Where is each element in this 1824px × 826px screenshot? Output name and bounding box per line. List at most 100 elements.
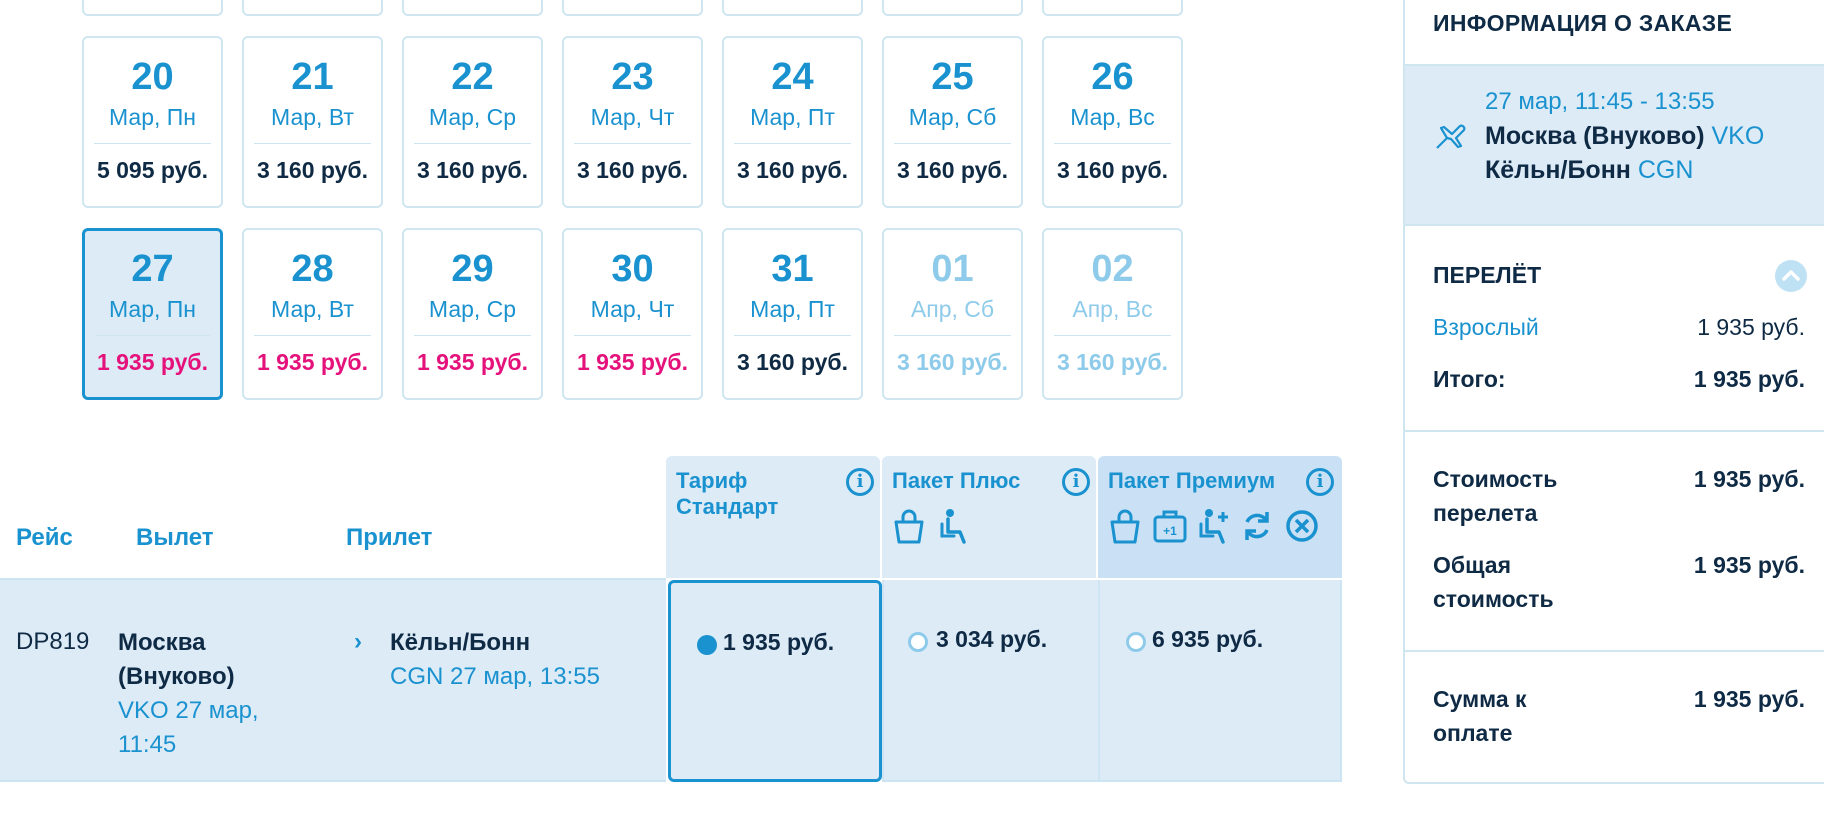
day-price: 3 160 руб. — [256, 157, 369, 183]
day-price: 3 160 руб. — [736, 349, 849, 375]
day-weekday: Апр, Вс — [1072, 296, 1153, 322]
divider — [734, 143, 851, 144]
divider — [574, 335, 691, 336]
fare-option-standard[interactable]: 1 935 руб. — [668, 580, 882, 782]
arrival-city: Кёльн/Бонн — [390, 629, 531, 656]
radio-unselected[interactable] — [908, 632, 928, 652]
day-number: 22 — [451, 56, 494, 98]
arrival-details: CGN 27 мар, 13:55 — [390, 663, 600, 690]
day-weekday: Апр, Сб — [910, 296, 995, 322]
calendar-day[interactable]: 24 Мар, Пт 3 160 руб. — [722, 36, 863, 208]
calendar-day-stub — [1042, 0, 1183, 16]
day-number: 25 — [931, 56, 974, 98]
calendar-day-stub — [722, 0, 863, 16]
calendar-day[interactable]: 21 Мар, Вт 3 160 руб. — [242, 36, 383, 208]
day-price: 3 160 руб. — [736, 157, 849, 183]
amount-due-label: Сумма к оплате — [1433, 682, 1527, 750]
subtotal-value: 1 935 руб. — [1693, 366, 1805, 392]
section-flight-title: ПЕРЕЛЁТ — [1433, 262, 1542, 288]
calendar-day-stub — [242, 0, 383, 16]
info-icon[interactable]: i — [1306, 468, 1334, 496]
day-price: 5 095 руб. — [96, 157, 209, 183]
day-number: 20 — [131, 56, 174, 98]
day-number: 23 — [611, 56, 654, 98]
flight-cost-value: 1 935 руб. — [1693, 466, 1805, 492]
day-number: 01 — [931, 248, 974, 290]
fare-header-plus: Пакет Плюс i — [882, 456, 1096, 578]
calendar-day-disabled: 01 Апр, Сб 3 160 руб. — [882, 228, 1023, 400]
calendar-day[interactable]: 28 Мар, Вт 1 935 руб. — [242, 228, 383, 400]
day-number: 02 — [1091, 248, 1134, 290]
info-icon[interactable]: i — [846, 468, 874, 496]
departure-city: Москва (Внуково) — [118, 629, 235, 690]
departure-details: VKO 27 мар, 11:45 — [118, 697, 259, 758]
day-number: 29 — [451, 248, 494, 290]
label-line: Общая — [1433, 552, 1511, 578]
flight-summary: 27 мар, 11:45 - 13:55 Москва (Внуково) V… — [1405, 64, 1824, 226]
fare-header-standard: Тариф Стандарт i — [666, 456, 880, 578]
divider — [1054, 143, 1171, 144]
calendar-day[interactable]: 22 Мар, Ср 3 160 руб. — [402, 36, 543, 208]
day-weekday: Мар, Чт — [590, 296, 675, 322]
total-cost-label: Общая стоимость — [1433, 548, 1554, 616]
radio-unselected[interactable] — [1126, 632, 1146, 652]
day-weekday: Мар, Чт — [590, 104, 675, 130]
calendar-day-selected[interactable]: 27 Мар, Пн 1 935 руб. — [82, 228, 223, 400]
fare-price: 1 935 руб. — [723, 629, 835, 655]
fare-price: 6 935 руб. — [1152, 626, 1264, 652]
day-weekday: Мар, Пн — [108, 296, 196, 322]
calendar-day[interactable]: 30 Мар, Чт 1 935 руб. — [562, 228, 703, 400]
amount-due-row: Сумма к оплате 1 935 руб. — [1433, 682, 1805, 752]
label-line: перелета — [1433, 500, 1538, 526]
origin-city: Москва (Внуково) — [1485, 122, 1705, 150]
day-number: 30 — [611, 248, 654, 290]
day-number: 31 — [771, 248, 814, 290]
radio-selected[interactable] — [697, 635, 717, 655]
label-line: Сумма к — [1433, 686, 1527, 712]
priority-boarding-icon — [940, 509, 966, 544]
day-price: 3 160 руб. — [896, 157, 1009, 183]
day-number: 28 — [291, 248, 334, 290]
info-icon[interactable]: i — [1062, 468, 1090, 496]
divider — [94, 143, 211, 144]
day-price: 1 935 руб. — [256, 349, 369, 375]
column-header-arrival: Прилет — [346, 524, 433, 551]
calendar-day[interactable]: 26 Мар, Вс 3 160 руб. — [1042, 36, 1183, 208]
label-line: оплате — [1433, 720, 1513, 746]
subtotal-label: Итого: — [1433, 366, 1506, 392]
flight-number: DP819 — [16, 628, 90, 655]
calendar-day-stub — [882, 0, 1023, 16]
day-price: 1 935 руб. — [96, 349, 209, 375]
fare-price: 3 034 руб. — [936, 626, 1048, 652]
flight-row — [0, 578, 666, 782]
order-summary-title: ИНФОРМАЦИЯ О ЗАКАЗЕ — [1433, 10, 1733, 36]
day-weekday: Мар, Ср — [428, 296, 517, 322]
label-line: Стоимость — [1433, 466, 1558, 492]
calendar-day[interactable]: 25 Мар, Сб 3 160 руб. — [882, 36, 1023, 208]
day-price: 3 160 руб. — [416, 157, 529, 183]
fare-option-premium[interactable]: 6 935 руб. — [1098, 580, 1342, 782]
day-weekday: Мар, Пн — [108, 104, 196, 130]
baggage-icon — [894, 509, 924, 544]
divider — [894, 143, 1011, 144]
calendar-day[interactable]: 29 Мар, Ср 1 935 руб. — [402, 228, 543, 400]
day-price: 1 935 руб. — [416, 349, 529, 375]
day-weekday: Мар, Сб — [908, 104, 997, 130]
chevron-up-icon — [1782, 270, 1800, 281]
divider — [894, 335, 1011, 336]
collapse-button[interactable] — [1775, 260, 1807, 292]
departure-info: Москва (Внуково) VKO 27 мар, 11:45 — [118, 626, 318, 762]
total-cost-row: Общая стоимость 1 935 руб. — [1433, 548, 1805, 618]
fare-option-plus[interactable]: 3 034 руб. — [882, 580, 1098, 782]
divider — [95, 335, 210, 336]
fare-title: Пакет Плюс — [892, 468, 1021, 493]
flight-cost-row: Стоимость перелета 1 935 руб. — [1433, 462, 1805, 532]
divider — [414, 335, 531, 336]
chevron-right-icon: › — [354, 628, 362, 655]
plane-icon — [1436, 124, 1466, 149]
calendar-day[interactable]: 31 Мар, Пт 3 160 руб. — [722, 228, 863, 400]
svg-text:+1: +1 — [1163, 524, 1177, 538]
calendar-day[interactable]: 20 Мар, Пн 5 095 руб. — [82, 36, 223, 208]
divider — [254, 335, 371, 336]
calendar-day[interactable]: 23 Мар, Чт 3 160 руб. — [562, 36, 703, 208]
